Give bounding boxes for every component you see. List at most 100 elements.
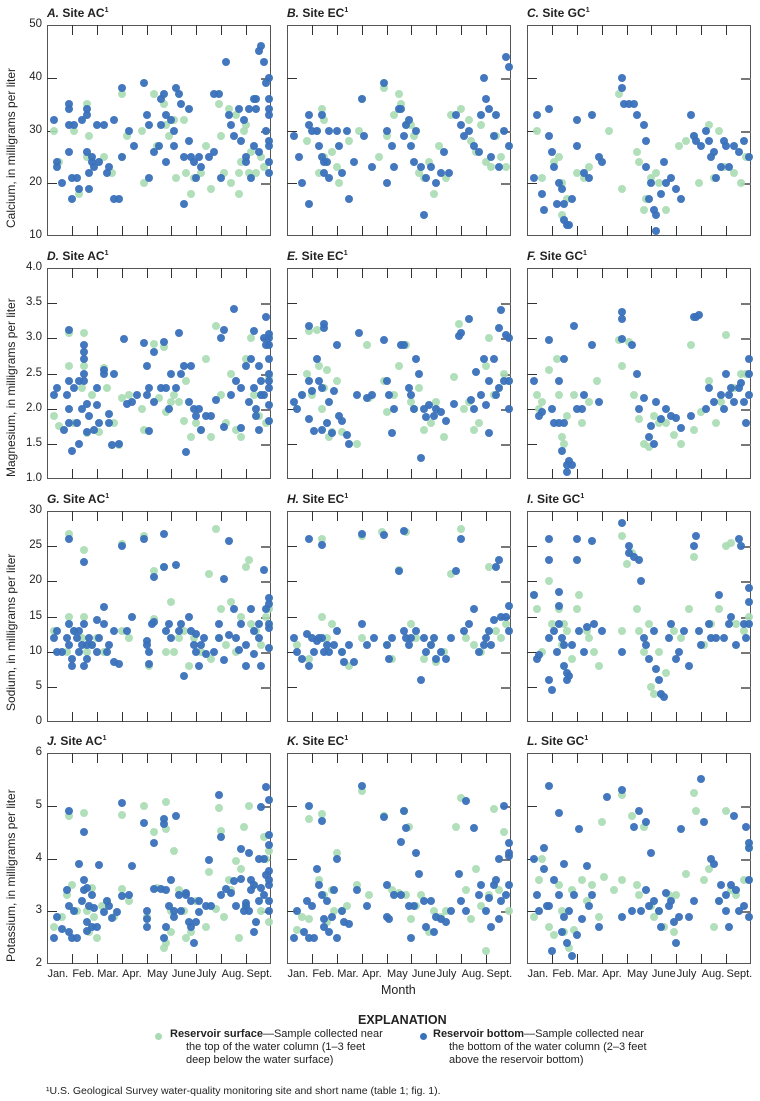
bottom-point <box>560 859 569 868</box>
bottom-point <box>145 383 154 392</box>
bottom-point <box>530 376 539 385</box>
bottom-point <box>459 131 468 140</box>
bottom-point <box>337 168 346 177</box>
bottom-point <box>414 369 423 378</box>
surface-point <box>162 647 171 656</box>
bottom-point <box>257 802 266 811</box>
bottom-point <box>737 378 746 387</box>
bottom-point <box>557 446 566 455</box>
x-tick <box>361 226 363 236</box>
bottom-point <box>489 880 498 889</box>
bottom-point <box>305 801 314 810</box>
bottom-point <box>187 923 196 932</box>
surface-point <box>315 875 324 884</box>
surface-point <box>462 886 471 895</box>
bottom-point <box>92 647 101 656</box>
bottom-point <box>82 917 91 926</box>
bottom-point <box>672 413 681 422</box>
surface-point <box>332 376 341 385</box>
surface-point <box>654 179 663 188</box>
surface-point <box>419 425 428 434</box>
surface-point <box>492 626 501 635</box>
bottom-point <box>242 158 251 167</box>
y-tick <box>527 805 537 807</box>
bottom-point <box>52 163 61 172</box>
y-tick-label: 0 <box>35 715 42 727</box>
bottom-point <box>52 158 61 167</box>
bottom-point <box>80 828 89 837</box>
bottom-point <box>330 886 339 895</box>
bottom-point <box>72 933 81 942</box>
bottom-point <box>157 94 166 103</box>
y-tick <box>287 183 297 185</box>
surface-point <box>662 668 671 677</box>
bottom-point <box>52 383 61 392</box>
legend-bottom-text: Reservoir bottom—Sample collected near t… <box>433 1028 647 1067</box>
x-tick <box>486 954 488 964</box>
bottom-point <box>292 404 301 413</box>
x-tick <box>461 511 463 521</box>
bottom-point <box>587 110 596 119</box>
bottom-point <box>100 603 109 612</box>
bottom-point <box>95 418 104 427</box>
surface-point <box>172 173 181 182</box>
surface-point <box>65 530 74 539</box>
bottom-point <box>560 200 569 209</box>
bottom-point <box>422 413 431 422</box>
surface-point <box>169 647 178 656</box>
surface-point <box>345 661 354 670</box>
bottom-point <box>340 658 349 667</box>
bottom-point <box>174 89 183 98</box>
bottom-point <box>585 901 594 910</box>
bottom-point <box>82 883 91 892</box>
surface-point <box>545 365 554 374</box>
x-tick <box>246 954 248 964</box>
surface-point <box>454 320 463 329</box>
bottom-point <box>469 142 478 151</box>
bottom-point <box>325 126 334 135</box>
y-tick <box>47 686 57 688</box>
bottom-point <box>227 888 236 897</box>
bottom-point <box>744 875 753 884</box>
y-tick-label: 4.0 <box>26 261 42 273</box>
bottom-point <box>249 626 258 635</box>
surface-point <box>357 786 366 795</box>
surface-point <box>234 168 243 177</box>
surface-point <box>662 418 671 427</box>
y-tick <box>527 616 537 618</box>
bottom-point <box>207 411 216 420</box>
bottom-point <box>489 616 498 625</box>
x-tick <box>436 511 438 521</box>
bottom-point <box>664 633 673 642</box>
bottom-point <box>404 640 413 649</box>
surface-point <box>395 89 403 98</box>
x-tick <box>71 25 73 35</box>
x-tick <box>601 469 603 479</box>
surface-point <box>577 875 586 884</box>
bottom-point <box>649 626 658 635</box>
bottom-point <box>184 137 193 146</box>
bottom-point <box>414 870 423 879</box>
bottom-point <box>437 168 446 177</box>
surface-point <box>65 612 74 621</box>
surface-point <box>80 362 89 371</box>
surface-point <box>595 661 604 670</box>
y-tick <box>287 77 297 79</box>
surface-point <box>447 110 456 119</box>
surface-point <box>352 880 361 889</box>
bottom-point <box>122 399 131 408</box>
plot-area-K <box>287 753 511 964</box>
bottom-point <box>504 376 513 385</box>
bottom-point <box>262 605 271 614</box>
bottom-point <box>732 886 741 895</box>
surface-point <box>644 443 653 452</box>
bottom-point <box>472 368 481 377</box>
x-tick <box>411 753 413 763</box>
bottom-point <box>317 383 326 392</box>
bottom-point <box>439 147 448 156</box>
surface-point <box>257 640 266 649</box>
surface-point <box>585 633 594 642</box>
bottom-point <box>499 376 508 385</box>
surface-point <box>630 390 639 399</box>
bottom-point <box>659 158 668 167</box>
